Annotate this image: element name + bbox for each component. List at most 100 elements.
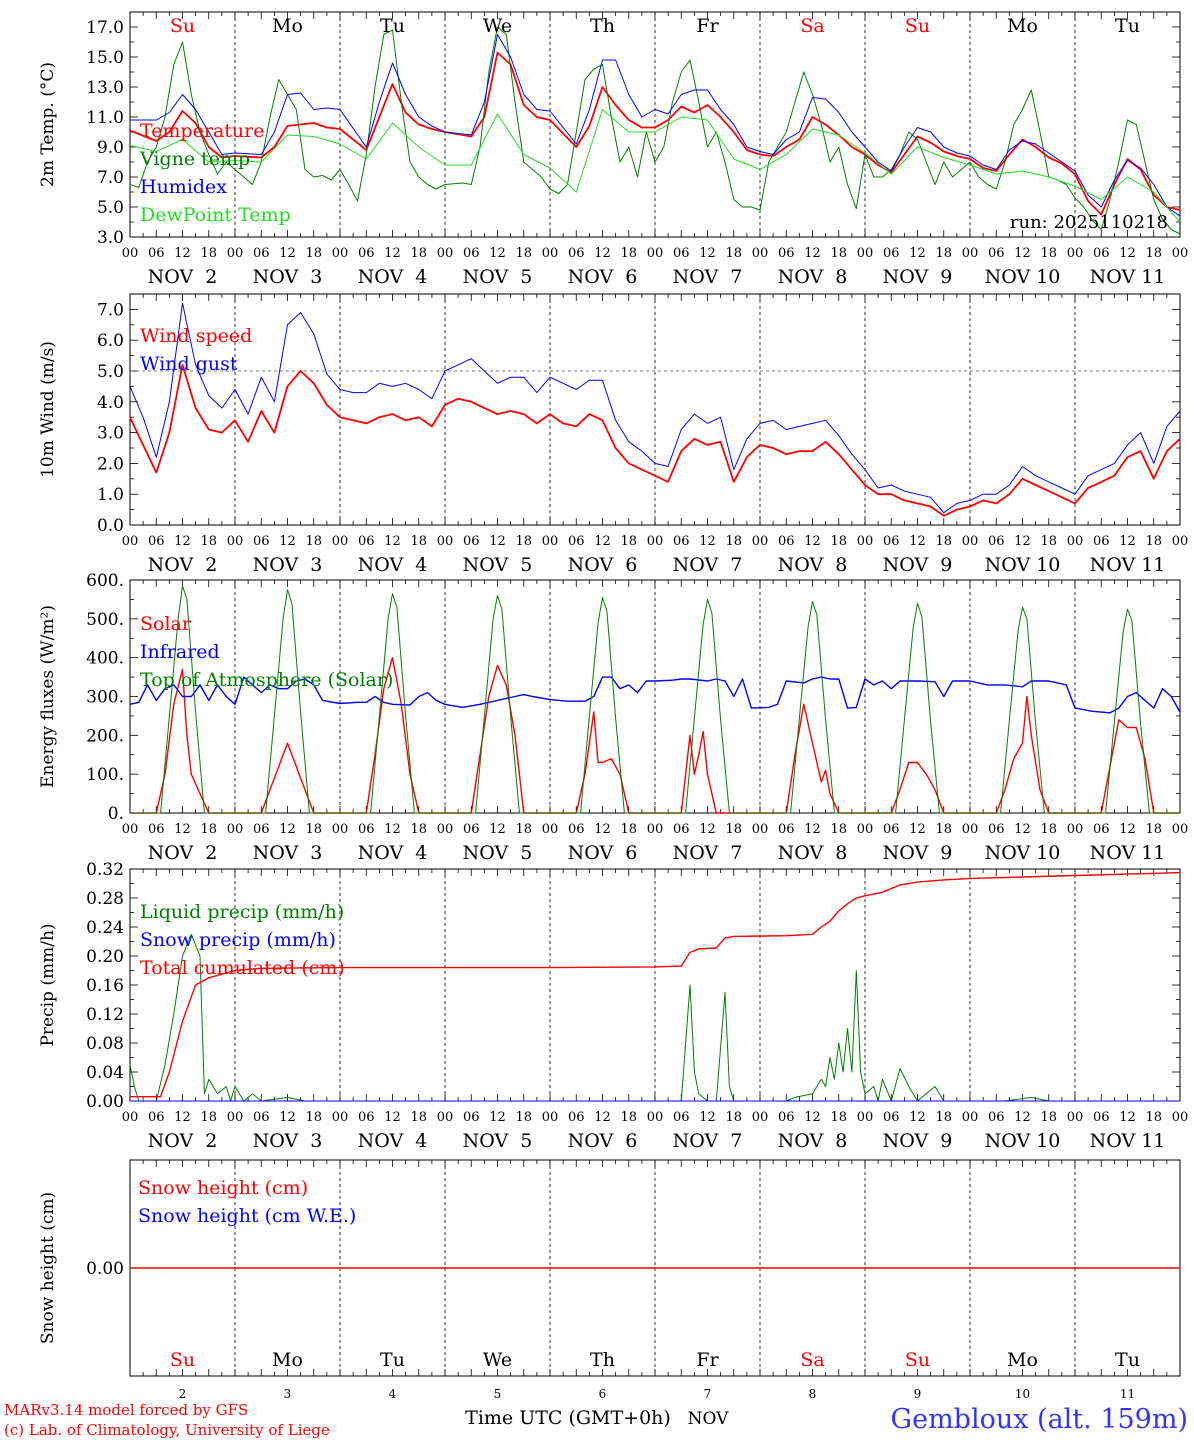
hour-tick-label: 00 [857,246,874,261]
hour-tick-label: 18 [725,1110,742,1125]
hour-tick-label: 12 [909,1110,926,1125]
hour-tick-label: 00 [1067,246,1084,261]
y-tick-label: 0.32 [86,860,124,880]
day-number-label: 4 [389,1387,397,1401]
hour-tick-label: 06 [463,822,480,837]
panel-4: 0.00 0.04 0.08 0.12 0.16 0.20 0.24 0.28 0.32 Prec… [38,860,1188,1152]
hour-tick-label: 00 [752,534,769,549]
hour-tick-label: 06 [358,822,375,837]
date-label: NOV 2 [148,554,218,576]
y-axis-label: Precip (mm/h) [38,923,58,1046]
date-label: NOV 6 [568,842,638,864]
day-number-label: 9 [914,1387,922,1401]
hour-tick-label: 18 [1145,1110,1162,1125]
hour-tick-label: 12 [594,246,611,261]
hour-tick-label: 00 [227,1110,244,1125]
legend-entry: Infrared [140,641,220,663]
hour-tick-label: 12 [1014,822,1031,837]
hour-tick-label: 06 [568,534,585,549]
y-tick-label: 4.0 [97,393,124,413]
hour-tick-label: 18 [620,246,637,261]
hour-tick-label: 18 [620,534,637,549]
hour-tick-label: 00 [437,534,454,549]
hour-tick-label: 00 [1172,1110,1189,1125]
legend-entry: Wind speed [140,325,252,347]
day-number-label: 7 [704,1387,712,1401]
hour-tick-label: 12 [384,246,401,261]
y-tick-label: 0.16 [86,976,124,996]
date-label: NOV 3 [253,1130,323,1152]
model-credit: MARv3.14 model forced by GFS [4,1401,248,1419]
hour-tick-label: 06 [988,534,1005,549]
hour-tick-label: 18 [515,822,532,837]
hour-tick-label: 12 [279,246,296,261]
hour-tick-label: 12 [384,534,401,549]
y-tick-label: 1.0 [97,485,124,505]
hour-tick-label: 18 [935,534,952,549]
weekday-label: Su [170,1349,195,1371]
date-label: NOV 2 [148,266,218,288]
hour-tick-label: 12 [489,822,506,837]
hour-tick-label: 06 [883,822,900,837]
weekday-label: Su [905,1349,930,1371]
hour-tick-label: 00 [857,822,874,837]
series-dewpoint-temp [129,109,1181,223]
date-label: NOV 7 [673,266,743,288]
hour-tick-label: 06 [568,246,585,261]
panel-2: 0.0 1.0 2.0 3.0 4.0 5.0 6.0 7.0 10m Wind (m/s) Wi… [38,293,1188,576]
y-tick-label: 3.0 [97,424,124,444]
series-top-of-atmosphere-solar- [130,585,1180,814]
hour-tick-label: 12 [279,1110,296,1125]
hour-tick-label: 06 [673,246,690,261]
hour-tick-label: 18 [1145,822,1162,837]
y-axis-label: Energy fluxes (W/m²) [38,605,58,788]
legend-entry: DewPoint Temp [140,204,291,226]
y-tick-label: 7.0 [97,300,124,320]
series-liquid-precip-mm-h- [129,933,1180,1102]
hour-tick-label: 00 [647,534,664,549]
hour-tick-label: 18 [305,822,322,837]
hour-tick-label: 12 [909,246,926,261]
y-axis-label: Snow height (cm) [38,1192,58,1344]
hour-tick-label: 18 [305,534,322,549]
date-label: NOV 7 [673,554,743,576]
hour-tick-label: 00 [1172,246,1189,261]
legend-entry: Top of Atmosphere (Solar) [140,669,393,691]
y-tick-label: 11.0 [86,108,124,128]
date-label: NOV 10 [985,266,1061,288]
weekday-label: Mo [1007,1349,1038,1371]
date-label: NOV 3 [253,554,323,576]
y-tick-label: 9.0 [97,138,124,158]
date-label: NOV 11 [1090,554,1166,576]
hour-tick-label: 00 [122,246,139,261]
hour-tick-label: 00 [542,822,559,837]
hour-tick-label: 12 [489,246,506,261]
hour-tick-label: 18 [200,1110,217,1125]
y-tick-label: 7.0 [97,168,124,188]
y-tick-label: 5.0 [97,362,124,382]
date-label: NOV 10 [985,1130,1061,1152]
hour-tick-label: 06 [673,534,690,549]
hour-tick-label: 18 [935,1110,952,1125]
date-label: NOV 9 [883,554,953,576]
hour-tick-label: 06 [358,1110,375,1125]
y-tick-label: 2.0 [97,454,124,474]
date-label: NOV 10 [985,554,1061,576]
hour-tick-label: 18 [935,246,952,261]
hour-tick-label: 00 [1067,1110,1084,1125]
weekday-label: Fr [696,15,719,37]
hour-tick-label: 18 [200,822,217,837]
day-number-label: 8 [809,1387,817,1401]
hour-tick-label: 12 [804,1110,821,1125]
panel-3: 0. 100. 200. 300. 400. 500. 600. Energy fluxes … [38,571,1188,864]
hour-tick-label: 12 [279,822,296,837]
date-label: NOV 8 [778,842,848,864]
hour-tick-label: 00 [1067,534,1084,549]
hour-tick-label: 06 [148,534,165,549]
series-infrared [129,676,1181,714]
hour-tick-label: 06 [463,534,480,549]
hour-tick-label: 12 [804,822,821,837]
hour-tick-label: 18 [1145,534,1162,549]
hour-tick-label: 18 [1040,1110,1057,1125]
hour-tick-label: 18 [410,1110,427,1125]
